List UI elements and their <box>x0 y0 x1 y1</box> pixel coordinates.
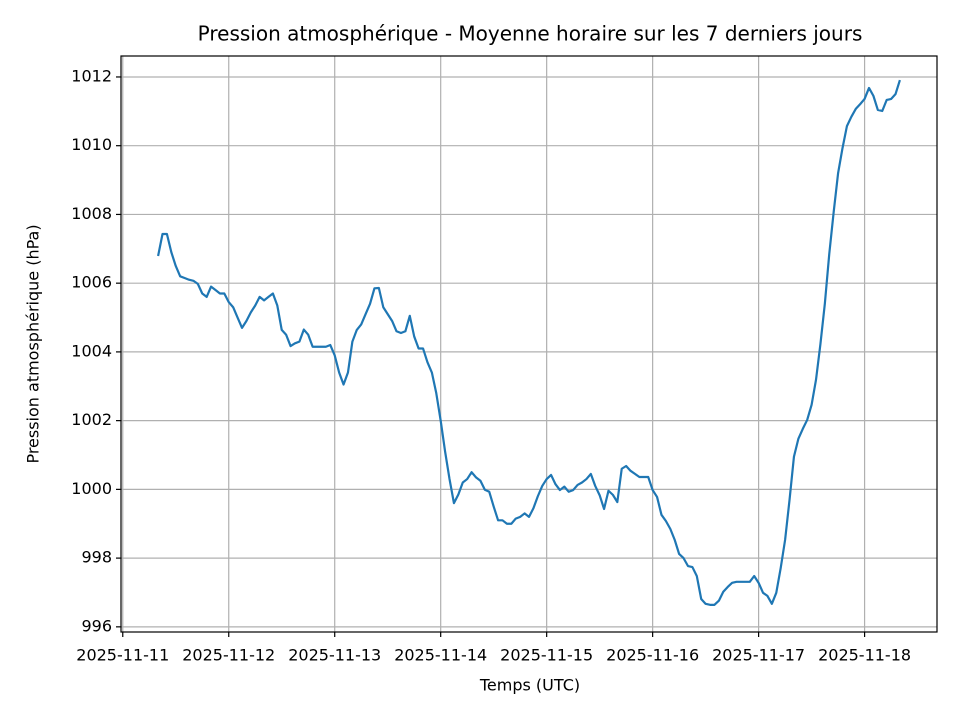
data-line <box>157 79 901 606</box>
x-tick-label: 2025-11-12 <box>182 646 275 665</box>
x-axis-label: Temps (UTC) <box>479 676 580 695</box>
y-tick-label: 1010 <box>71 135 112 154</box>
y-tick-label: 1006 <box>71 273 112 292</box>
x-tick-label: 2025-11-17 <box>712 646 805 665</box>
y-axis-label: Pression atmosphérique (hPa) <box>24 224 43 463</box>
y-tick-label: 1008 <box>71 204 112 223</box>
y-tick-label: 1004 <box>71 341 112 360</box>
x-tick-label: 2025-11-14 <box>394 646 487 665</box>
x-tick-label: 2025-11-18 <box>818 646 911 665</box>
y-tick-label: 998 <box>81 548 112 567</box>
y-tick-label: 1000 <box>71 479 112 498</box>
y-tick-label: 1012 <box>71 66 112 85</box>
x-tick-label: 2025-11-15 <box>500 646 593 665</box>
y-tick-label: 996 <box>81 616 112 635</box>
x-tick-label: 2025-11-11 <box>76 646 169 665</box>
x-tick-label: 2025-11-13 <box>288 646 381 665</box>
axes-frame <box>120 55 938 633</box>
y-tick-label: 1002 <box>71 410 112 429</box>
x-tick-label: 2025-11-16 <box>606 646 699 665</box>
chart-title: Pression atmosphérique - Moyenne horaire… <box>198 22 863 46</box>
